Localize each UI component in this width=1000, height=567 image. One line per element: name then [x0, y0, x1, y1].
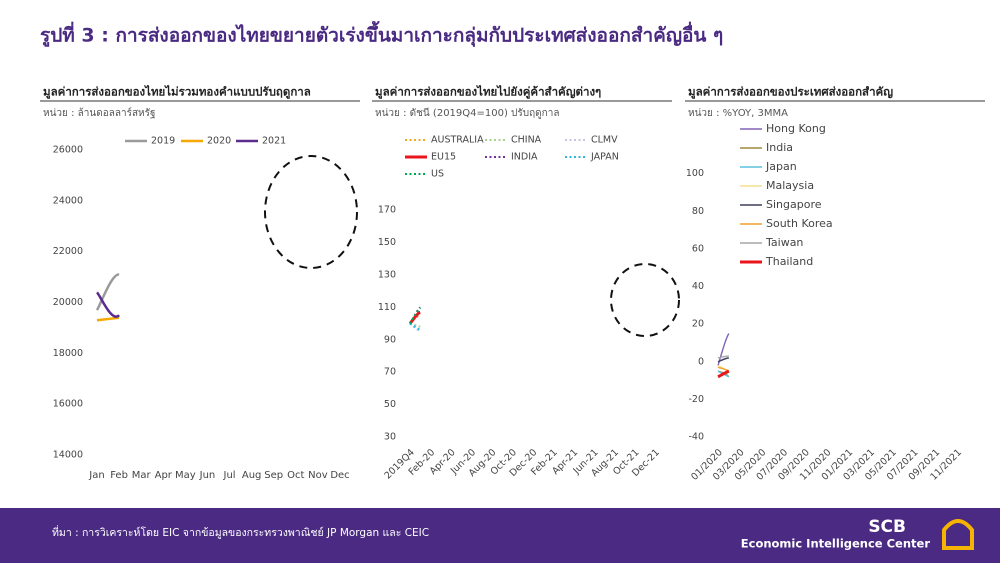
y-tick-label: 0 [698, 356, 704, 367]
slide-title: รูปที่ 3 : การส่งออกของไทยขยายตัวเร่งขึ้… [40, 21, 723, 48]
y-tick-label: 40 [692, 281, 704, 292]
y-tick-label: 24000 [53, 195, 83, 206]
chart-subtitle: หน่วย : %YOY, 3MMA [688, 108, 788, 119]
legend-label: Taiwan [765, 236, 803, 249]
x-tick-label: Jan [88, 470, 104, 481]
y-tick-label: 60 [692, 243, 704, 254]
y-tick-label: 26000 [53, 145, 83, 156]
legend-label: India [766, 141, 793, 154]
y-tick-label: 90 [384, 334, 396, 345]
legend-label: Japan [765, 160, 797, 173]
series-line [717, 333, 730, 366]
y-tick-label: -40 [688, 432, 704, 443]
x-tick-label: May [175, 470, 196, 481]
legend-label: Hong Kong [766, 122, 826, 135]
series-line [717, 357, 729, 363]
x-tick-label: Jun [199, 470, 216, 481]
y-tick-label: 20000 [53, 297, 83, 308]
y-tick-label: 80 [692, 206, 704, 217]
x-tick-label: Nov [308, 470, 328, 481]
series-line [409, 306, 422, 325]
chart-title: มูลค่าการส่งออกของไทยไปยังคู่ค้าสำคัญต่า… [375, 85, 601, 100]
legend-label: INDIA [511, 152, 538, 163]
y-tick-label: 70 [384, 367, 396, 378]
x-tick-label: Mar [132, 470, 152, 481]
legend-label: CHINA [511, 135, 542, 146]
x-tick-label: Dec [330, 470, 349, 481]
legend-label: Malaysia [766, 179, 814, 192]
legend-label: EU15 [431, 152, 456, 163]
highlight-circle [264, 155, 358, 269]
y-tick-label: 30 [384, 432, 396, 443]
chart-subtitle: หน่วย : ล้านดอลลาร์สหรัฐ [43, 107, 156, 119]
x-tick-label: Jul [223, 470, 236, 481]
legend-label: 2021 [262, 136, 286, 147]
series-line [717, 355, 729, 359]
footer-band [0, 508, 1000, 563]
legend-label: Singapore [766, 198, 822, 211]
series-line [95, 273, 120, 311]
legend-label: US [431, 169, 444, 180]
legend-label: AUSTRALIA [431, 135, 484, 146]
legend-label: 2020 [207, 136, 231, 147]
y-tick-label: 20 [692, 319, 704, 330]
legend-label: 2019 [151, 136, 175, 147]
logo-icon [942, 519, 974, 550]
x-tick-label: Apr [155, 470, 173, 481]
y-tick-label: 100 [686, 168, 704, 179]
series-line [409, 322, 421, 331]
x-tick-label: Feb [110, 470, 128, 481]
y-tick-label: 16000 [53, 399, 83, 410]
legend-label: JAPAN [590, 152, 619, 163]
y-tick-label: 18000 [53, 348, 83, 359]
y-tick-label: -20 [688, 394, 704, 405]
chart-title: มูลค่าการส่งออกของประเทศส่งออกสำคัญ [688, 85, 893, 100]
legend-label: Thailand [765, 255, 813, 268]
y-tick-label: 150 [378, 237, 396, 248]
y-tick-label: 22000 [53, 246, 83, 257]
x-tick-label: Aug [242, 470, 262, 481]
y-tick-label: 14000 [53, 450, 83, 461]
series-line [95, 291, 121, 318]
highlight-circle [610, 263, 680, 337]
legend-label: South Korea [766, 217, 833, 230]
y-tick-label: 170 [378, 205, 396, 216]
chart-title: มูลค่าการส่งออกของไทยไม่รวมทองคำแบบปรับฤ… [43, 85, 311, 100]
y-tick-label: 130 [378, 270, 396, 281]
y-tick-label: 110 [378, 302, 396, 313]
logo-text: SCB [868, 517, 906, 537]
logo-org: Economic Intelligence Center [741, 537, 931, 551]
y-tick-label: 50 [384, 399, 396, 410]
chart-subtitle: หน่วย : ดัชนี (2019Q4=100) ปรับฤดูกาล [375, 107, 559, 119]
x-tick-label: Oct [287, 470, 304, 481]
series-line [717, 369, 730, 379]
x-tick-label: Sep [264, 470, 283, 481]
series-line [96, 316, 120, 322]
source-note: ที่มา : การวิเคราะห์โดย EIC จากข้อมูลของ… [52, 525, 429, 539]
legend-label: CLMV [591, 135, 618, 146]
